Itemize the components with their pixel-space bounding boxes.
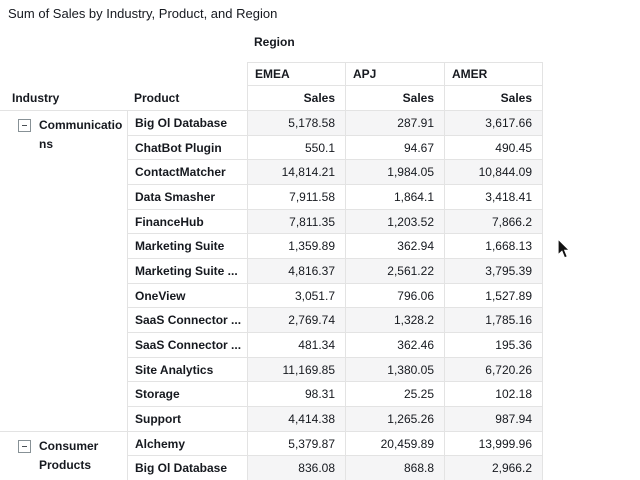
sales-value-cell[interactable]: 3,051.7 (247, 282, 345, 308)
sales-value-cell[interactable]: 7,911.58 (247, 184, 345, 209)
sales-value-cell[interactable]: 7,811.35 (247, 208, 345, 234)
sales-value-cell[interactable]: 2,769.74 (247, 307, 345, 333)
sales-value-cell[interactable]: 20,459.89 (345, 430, 444, 456)
product-cell[interactable]: Marketing Suite ... (127, 258, 247, 283)
industry-name: Communications (39, 118, 123, 151)
sales-measure-header-amer[interactable]: Sales (444, 86, 543, 110)
mouse-cursor-icon (557, 238, 572, 259)
sales-value-cell[interactable]: 13,999.96 (444, 430, 543, 456)
sales-value-cell[interactable]: 1,359.89 (247, 233, 345, 259)
sales-value-cell[interactable]: 1,984.05 (345, 159, 444, 185)
product-cell[interactable]: SaaS Connector ... (127, 332, 247, 357)
sales-value-cell[interactable]: 1,785.16 (444, 307, 543, 333)
sales-value-cell[interactable]: 25.25 (345, 381, 444, 407)
product-cell[interactable]: Support (127, 406, 247, 431)
sales-value-cell[interactable]: 550.1 (247, 134, 345, 160)
product-cell[interactable]: Marketing Suite (127, 233, 247, 259)
industry-field-label: Industry (12, 91, 60, 105)
sales-value-cell[interactable]: 1,864.1 (345, 184, 444, 209)
column-header-amer[interactable]: AMER (444, 62, 543, 86)
collapse-minus-icon[interactable] (18, 119, 31, 132)
product-cell[interactable]: FinanceHub (127, 208, 247, 234)
sales-value-cell[interactable]: 868.8 (345, 455, 444, 480)
sales-value-cell[interactable]: 1,668.13 (444, 233, 543, 259)
sales-value-cell[interactable]: 4,414.38 (247, 406, 345, 431)
sales-value-cell[interactable]: 11,169.85 (247, 356, 345, 382)
product-field-label: Product (134, 91, 180, 105)
product-cell[interactable]: Data Smasher (127, 184, 247, 209)
column-header-emea[interactable]: EMEA (247, 62, 345, 86)
sales-value-cell[interactable]: 94.67 (345, 134, 444, 160)
sales-value-cell[interactable]: 362.46 (345, 332, 444, 357)
sales-value-cell[interactable]: 3,418.41 (444, 184, 543, 209)
sales-value-cell[interactable]: 987.94 (444, 406, 543, 431)
sales-value-cell[interactable]: 481.34 (247, 332, 345, 357)
pivot-grid: EMEA APJ AMER Industry Product Sales Sal… (0, 62, 543, 480)
product-cell[interactable]: OneView (127, 282, 247, 308)
sales-value-cell[interactable]: 362.94 (345, 233, 444, 259)
product-cell[interactable]: Big Ol Database (127, 110, 247, 135)
sales-value-cell[interactable]: 7,866.2 (444, 208, 543, 234)
collapse-minus-icon[interactable] (18, 439, 31, 453)
sales-value-cell[interactable]: 836.08 (247, 455, 345, 480)
sales-value-cell[interactable]: 1,527.89 (444, 282, 543, 308)
industry-name: Consumer Products (39, 438, 99, 472)
product-cell[interactable]: Big Ol Database (127, 455, 247, 480)
sales-value-cell[interactable]: 1,380.05 (345, 356, 444, 382)
sales-value-cell[interactable]: 3,795.39 (444, 258, 543, 283)
sales-measure-header-apj[interactable]: Sales (345, 86, 444, 110)
product-cell[interactable]: ContactMatcher (127, 159, 247, 185)
sales-value-cell[interactable]: 490.45 (444, 134, 543, 160)
sales-value-cell[interactable]: 195.36 (444, 332, 543, 357)
sales-value-cell[interactable]: 2,561.22 (345, 258, 444, 283)
sales-value-cell[interactable]: 1,203.52 (345, 208, 444, 234)
sales-value-cell[interactable]: 14,814.21 (247, 159, 345, 185)
industry-group-cell[interactable]: Communications (0, 110, 127, 431)
sales-value-cell[interactable]: 6,720.26 (444, 356, 543, 382)
product-cell[interactable]: ChatBot Plugin (127, 134, 247, 160)
sales-value-cell[interactable]: 1,265.26 (345, 406, 444, 431)
industry-group-cell[interactable]: Consumer Products (0, 430, 127, 480)
sales-value-cell[interactable]: 10,844.09 (444, 159, 543, 185)
sales-value-cell[interactable]: 98.31 (247, 381, 345, 407)
sales-value-cell[interactable]: 796.06 (345, 282, 444, 308)
column-header-apj[interactable]: APJ (345, 62, 444, 86)
sales-measure-header-emea[interactable]: Sales (247, 86, 345, 110)
sales-value-cell[interactable]: 287.91 (345, 110, 444, 135)
header-corner-spacer (0, 62, 247, 86)
sales-value-cell[interactable]: 4,816.37 (247, 258, 345, 283)
sales-value-cell[interactable]: 5,178.58 (247, 110, 345, 135)
product-cell[interactable]: Site Analytics (127, 356, 247, 382)
region-field-label: Region (254, 35, 295, 49)
product-cell[interactable]: SaaS Connector ... (127, 307, 247, 333)
visual-title: Sum of Sales by Industry, Product, and R… (8, 6, 278, 21)
product-cell[interactable]: Alchemy (127, 430, 247, 456)
sales-value-cell[interactable]: 2,966.2 (444, 455, 543, 480)
sales-value-cell[interactable]: 102.18 (444, 381, 543, 407)
sales-value-cell[interactable]: 1,328.2 (345, 307, 444, 333)
sales-value-cell[interactable]: 5,379.87 (247, 430, 345, 456)
sales-value-cell[interactable]: 3,617.66 (444, 110, 543, 135)
product-cell[interactable]: Storage (127, 381, 247, 407)
